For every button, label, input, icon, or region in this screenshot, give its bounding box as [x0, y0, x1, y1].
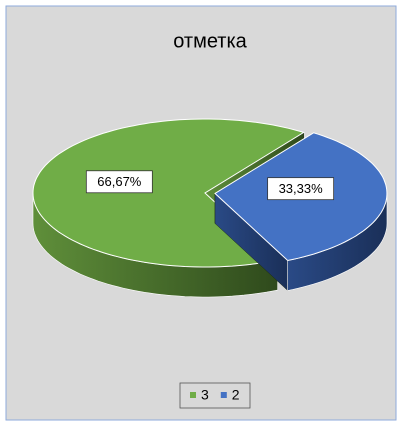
- data-label-box: [267, 177, 335, 201]
- pie: 66,67% 33,33%: [32, 118, 388, 298]
- legend-label: 2: [232, 387, 240, 403]
- data-label-box: [85, 170, 153, 194]
- legend-marker: [190, 392, 196, 398]
- data-label: 66,67%: [97, 174, 142, 189]
- chart-title: отметка: [173, 30, 247, 52]
- legend-label: 3: [201, 387, 209, 403]
- data-label: 33,33%: [279, 181, 324, 196]
- legend-marker: [220, 392, 227, 398]
